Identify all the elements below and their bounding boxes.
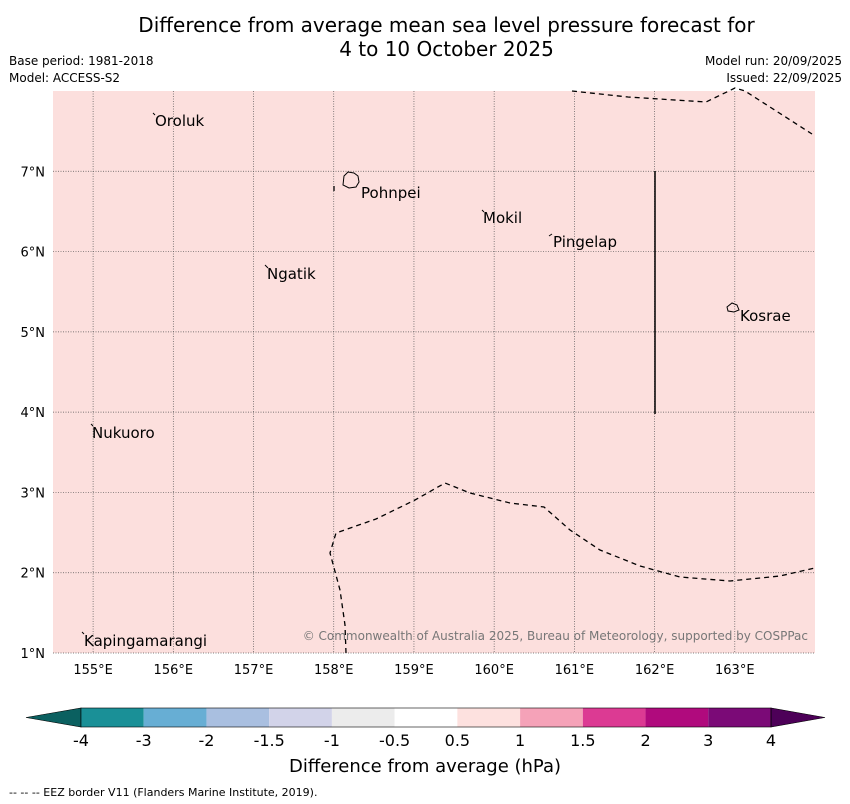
axis-labels: 155°E 156°E 157°E 158°E 159°E 160°E 161°E 162°E… (21, 165, 755, 678)
lon-tick-label: 162°E (635, 663, 675, 678)
colorbar-segment (645, 708, 709, 727)
kapinga-island-mark (81, 631, 85, 635)
lon-tick-label: 163°E (715, 663, 755, 678)
base-period: Base period: 1981-2018 (9, 54, 154, 68)
lat-tick-label: 5°N (21, 326, 46, 341)
colorbar-segment (708, 708, 771, 727)
lat-tick-label: 6°N (21, 246, 46, 261)
place-label-ngatik: Ngatik (267, 265, 316, 283)
colorbar-tick-label: -3 (135, 731, 152, 750)
mokil-island-mark (481, 209, 485, 213)
colorbar-tick-label: 3 (703, 731, 714, 750)
colorbar-tick-label: -1 (323, 731, 340, 750)
model-run: Model run: 20/09/2025 (704, 54, 842, 68)
colorbar-tick-label: 4 (765, 731, 777, 750)
colorbar-tick-label: -4 (73, 731, 89, 750)
lon-tick-label: 159°E (394, 663, 434, 678)
colorbar-low-extend (25, 707, 82, 728)
issued-date: Issued: 22/09/2025 (726, 71, 842, 85)
place-label-kosrae: Kosrae (740, 307, 791, 325)
nukuoro-island-mark (90, 423, 94, 427)
lon-tick-label: 160°E (474, 663, 514, 678)
place-label-mokil: Mokil (483, 209, 522, 227)
title-line-1: Difference from average mean sea level p… (138, 13, 755, 37)
colorbar-segment (582, 708, 646, 727)
colorbar-tick-label: -0.5 (379, 731, 411, 750)
colorbar-segment (457, 708, 521, 727)
ngatik-island-mark (264, 264, 269, 269)
pingelap-island-mark (548, 233, 553, 237)
place-label-nukuoro: Nukuoro (92, 424, 155, 442)
lon-tick-label: 155°E (73, 663, 113, 678)
colorbar-high-extend (770, 707, 826, 728)
colorbar-segment (81, 708, 144, 727)
title-line-2: 4 to 10 October 2025 (339, 37, 554, 61)
lon-tick-label: 156°E (154, 663, 194, 678)
copyright-note: © Commonwealth of Australia 2025, Bureau… (303, 629, 808, 643)
lat-tick-label: 2°N (21, 567, 46, 582)
colorbar-tick-label: 0.5 (444, 731, 471, 750)
colorbar-segment (143, 708, 207, 727)
place-label-pohnpei: Pohnpei (361, 184, 421, 202)
lon-tick-label: 161°E (555, 663, 595, 678)
eez-borders (329, 87, 816, 654)
oroluk-island-mark (152, 112, 156, 116)
kosrae-island-outline (726, 302, 740, 313)
place-labels: Oroluk Pohnpei Mokil Pingelap Ngatik Kos… (84, 112, 791, 650)
eez-border-south (329, 482, 816, 654)
lat-tick-label: 3°N (21, 486, 46, 501)
model-name: Model: ACCESS-S2 (9, 71, 121, 85)
lon-tick-label: 158°E (314, 663, 354, 678)
colorbar-segment (269, 708, 332, 727)
colorbar-frame (80, 707, 772, 728)
colorbar-tick-label: 1 (514, 731, 526, 750)
lat-tick-label: 7°N (21, 165, 46, 180)
colorbar-segment (206, 708, 270, 727)
colorbar-tick-label: 1.5 (570, 731, 596, 750)
colorbar-tick-label: -1.5 (253, 731, 285, 750)
eez-border-north (571, 87, 813, 135)
colorbar-segment (331, 708, 395, 727)
colorbar-title: Difference from average (hPa) (288, 756, 562, 777)
colorbar (25, 707, 826, 728)
place-label-oroluk: Oroluk (155, 112, 204, 130)
place-label-pingelap: Pingelap (553, 233, 617, 251)
map-background (53, 91, 815, 653)
colorbar-tick-label: 2 (640, 731, 651, 750)
lat-tick-label: 1°N (21, 647, 46, 662)
colorbar-segment (520, 708, 583, 727)
meta-right: Model run: 20/09/2025 Issued: 22/09/2025 (705, 53, 842, 87)
meta-left: Base period: 1981-2018 Model: ACCESS-S2 (9, 53, 154, 87)
lat-tick-label: 4°N (21, 406, 46, 421)
colorbar-tick-label: -2 (198, 731, 215, 750)
colorbar-segment (394, 708, 458, 727)
place-label-kapingamarangi: Kapingamarangi (84, 632, 207, 650)
islands (81, 112, 740, 635)
pohnpei-island-outline (342, 171, 360, 189)
eez-legend-note: -- -- -- EEZ border V11 (Flanders Marine… (9, 786, 318, 799)
lon-tick-label: 157°E (234, 663, 274, 678)
chart-title: Difference from average mean sea level p… (0, 13, 850, 61)
